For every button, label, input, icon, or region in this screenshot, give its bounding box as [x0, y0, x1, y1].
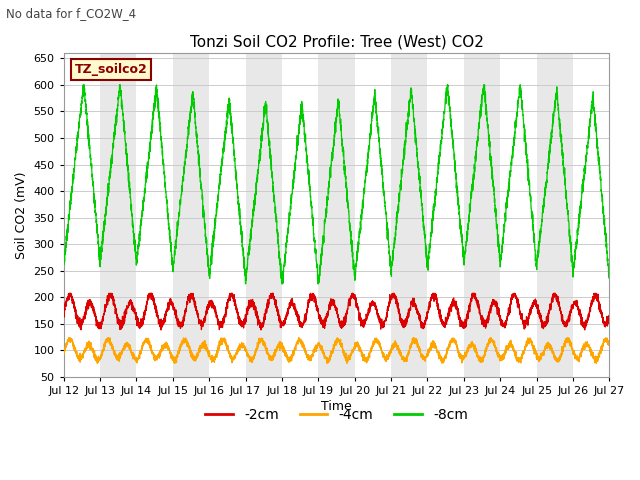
Bar	[536, 53, 573, 377]
Bar	[318, 53, 355, 377]
Y-axis label: Soil CO2 (mV): Soil CO2 (mV)	[15, 171, 28, 259]
Title: Tonzi Soil CO2 Profile: Tree (West) CO2: Tonzi Soil CO2 Profile: Tree (West) CO2	[189, 34, 483, 49]
Bar	[246, 53, 282, 377]
Bar	[464, 53, 500, 377]
Legend: -2cm, -4cm, -8cm: -2cm, -4cm, -8cm	[200, 403, 474, 428]
Text: TZ_soilco2: TZ_soilco2	[75, 63, 147, 76]
Bar	[100, 53, 136, 377]
Bar	[391, 53, 428, 377]
Text: No data for f_CO2W_4: No data for f_CO2W_4	[6, 7, 136, 20]
X-axis label: Time: Time	[321, 400, 352, 413]
Bar	[173, 53, 209, 377]
